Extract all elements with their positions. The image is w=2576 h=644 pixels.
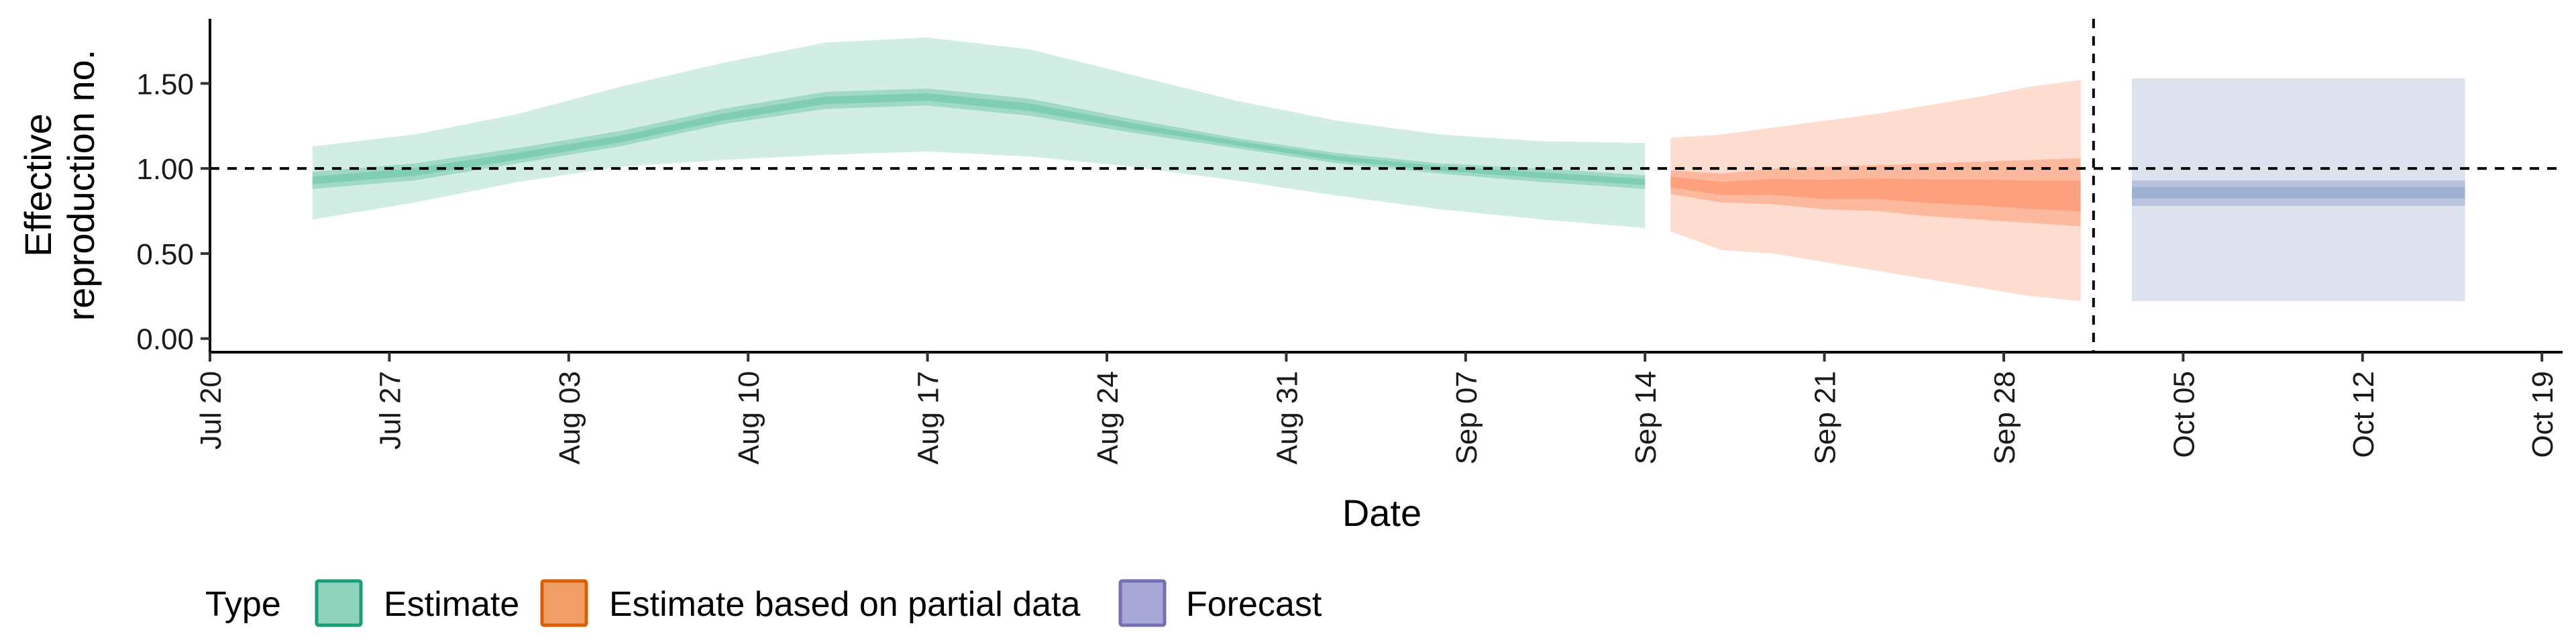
- x-tick-label: Oct 12: [2347, 371, 2380, 458]
- x-axis-title: Date: [1342, 492, 1421, 534]
- y-axis: 0.00 0.50 1.00 1.50: [136, 19, 211, 356]
- legend-title: Type: [205, 585, 281, 624]
- y-tick-label: 0.00: [136, 323, 194, 356]
- band-90-estimate: [312, 37, 1646, 228]
- x-tick-label: Sep 21: [1809, 371, 1842, 464]
- legend-label-partial-data: Estimate based on partial data: [609, 585, 1081, 624]
- legend-key-partial-data: [540, 579, 588, 627]
- band-50-estimate: [312, 89, 1646, 189]
- x-tick-label: Aug 03: [553, 371, 586, 464]
- band-20-forecast: [2132, 186, 2465, 199]
- legend: Type Estimate Estimate based on partial …: [205, 579, 1322, 627]
- x-tick-label: Oct 05: [2167, 371, 2200, 458]
- x-tick-label: Sep 07: [1450, 371, 1483, 464]
- y-tick-label: 0.50: [136, 238, 194, 271]
- band-20-estimate: [312, 93, 1646, 185]
- legend-key-forecast: [1118, 579, 1167, 627]
- x-tick-label: Sep 28: [1988, 371, 2021, 464]
- x-tick-label: Jul 20: [195, 371, 227, 449]
- x-tick-label: Aug 31: [1271, 371, 1303, 464]
- x-tick-label: Jul 27: [374, 371, 407, 449]
- y-axis-title-line-1: Effective: [17, 113, 59, 257]
- x-tick-label: Aug 17: [912, 371, 945, 464]
- plot-area: [210, 19, 2563, 352]
- legend-label-forecast: Forecast: [1186, 585, 1322, 624]
- y-tick-label: 1.00: [136, 153, 194, 186]
- legend-key-estimate: [315, 579, 363, 627]
- y-axis-title-line-2: reproduction no.: [60, 50, 102, 321]
- band-20-estimate-based-on-partial-data: [1670, 176, 2081, 211]
- x-axis: Jul 20 Jul 27 Aug 03 Aug 10 Aug 17 Aug 24 Aug …: [195, 351, 2563, 464]
- legend-label-estimate: Estimate: [384, 585, 519, 624]
- x-tick-label: Oct 19: [2526, 371, 2559, 458]
- y-tick-label: 1.50: [136, 68, 194, 101]
- x-tick-label: Aug 24: [1091, 371, 1124, 464]
- x-tick-label: Aug 10: [733, 371, 765, 464]
- x-tick-label: Sep 14: [1629, 371, 1662, 464]
